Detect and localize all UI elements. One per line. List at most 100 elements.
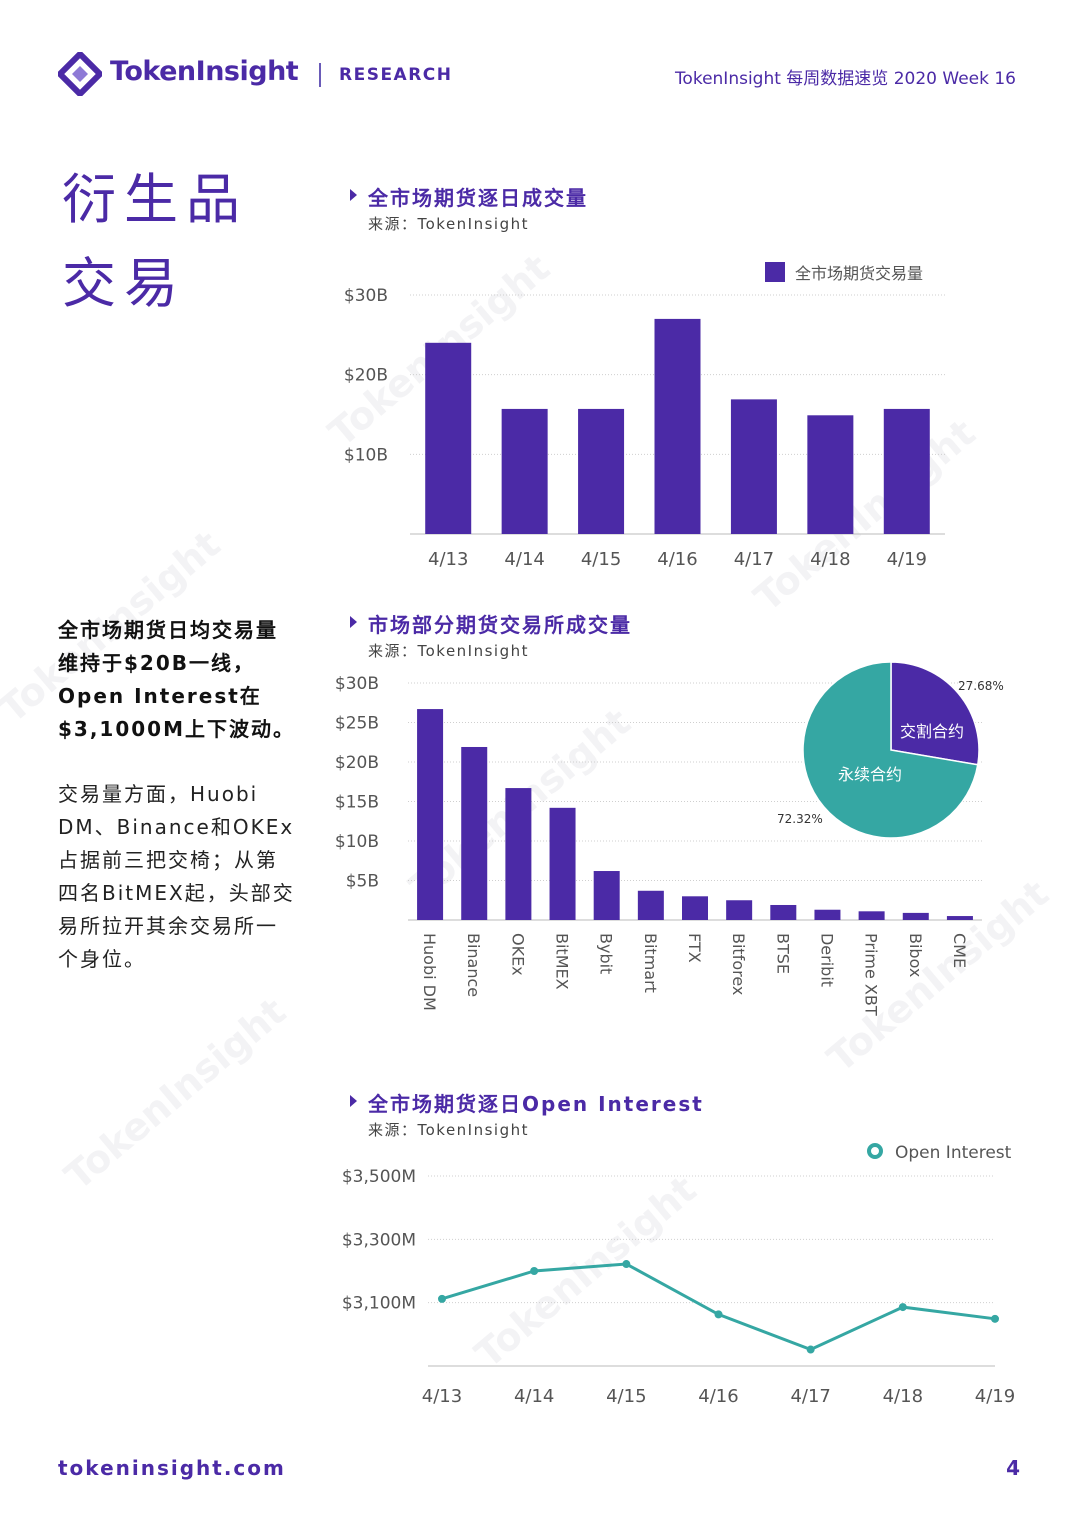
x-tick-label: BTSE <box>773 933 792 974</box>
y-tick-label: $15B <box>335 793 379 813</box>
x-tick-label: BitMEX <box>553 933 572 990</box>
bar-Bitmart <box>637 890 664 920</box>
x-tick-label: Bibox <box>906 933 925 977</box>
x-tick-label: Bitmart <box>641 933 660 993</box>
x-tick-label: Bybit <box>597 933 616 974</box>
y-tick-label: $20B <box>344 366 388 386</box>
x-tick-label: 4/13 <box>422 1386 462 1407</box>
exchange-volume-chart-title: 市场部分期货交易所成交量 <box>368 613 632 637</box>
pie-label-perpetual: 永续合约 <box>838 765 902 784</box>
header: TokenInsight RESEARCH TokenInsight 每周数据速… <box>58 52 1018 98</box>
bar-FTX <box>682 896 708 920</box>
x-tick-label: 4/19 <box>975 1386 1015 1407</box>
logo-divider <box>319 63 321 87</box>
y-tick-label: $25B <box>335 714 379 734</box>
daily-volume-chart-source: 来源：TokenInsight <box>368 215 530 233</box>
data-point-4/18 <box>898 1303 907 1312</box>
page-title: 衍生品 交易 <box>62 158 248 326</box>
x-tick-label: OKEx <box>508 933 527 976</box>
x-tick-label: 4/13 <box>428 549 468 570</box>
x-tick-label: 4/15 <box>606 1386 646 1407</box>
x-tick-label: 4/17 <box>734 549 774 570</box>
bar-CME <box>946 916 973 920</box>
page-number: 4 <box>1006 1456 1020 1480</box>
bar-4/15 <box>578 408 625 534</box>
exchange-volume-bar-chart: $5B $10B $15B $20B $25B $30B Huobi DM Binance OK… <box>335 674 982 1016</box>
pie-slice-1 <box>802 661 979 839</box>
bar-4/14 <box>501 408 548 534</box>
y-tick-label: $10B <box>344 445 388 465</box>
y-tick-label: $5B <box>346 872 379 892</box>
bar-Bibox <box>902 912 929 920</box>
footer-website-link[interactable]: tokeninsight.com <box>58 1456 286 1480</box>
x-tick-label: 4/17 <box>790 1386 830 1407</box>
header-report-title: TokenInsight 每周数据速览 2020 Week 16 <box>674 69 1016 89</box>
x-tick-label: Deribit <box>817 933 836 987</box>
bar-Prime-XBT <box>858 911 885 920</box>
data-point-4/14 <box>530 1267 539 1275</box>
x-tick-label: 4/15 <box>581 549 621 570</box>
x-tick-label: 4/19 <box>887 549 927 570</box>
x-tick-label: CME <box>950 933 969 968</box>
x-tick-label: 4/16 <box>698 1386 738 1407</box>
bar-Deribit <box>814 909 841 920</box>
bar-BTSE <box>770 904 797 920</box>
exchange-volume-chart-source: 来源：TokenInsight <box>368 642 530 660</box>
data-point-4/16 <box>714 1310 723 1319</box>
y-tick-label: $30B <box>344 286 388 306</box>
open-interest-series-line <box>441 1262 996 1352</box>
open-interest-line-chart: $3,100M $3,300M $3,500M 4/13 4/14 4/15 4/16 4/1… <box>342 1143 1015 1407</box>
data-point-4/19 <box>991 1314 999 1323</box>
bar-OKEx <box>505 788 532 920</box>
x-tick-label: 4/16 <box>657 549 697 570</box>
x-tick-label: FTX <box>685 933 704 963</box>
bar-Bybit <box>593 871 620 920</box>
x-tick-label: 4/14 <box>514 1386 554 1407</box>
y-tick-label: $10B <box>335 832 379 852</box>
x-tick-label: 4/18 <box>810 549 850 570</box>
summary-body: 交易量方面，Huobi DM、Binance和OKEx占据前三把交椅；从第四名B… <box>58 782 295 971</box>
bar-Huobi-DM <box>417 709 444 920</box>
legend-swatch <box>765 262 785 282</box>
data-point-4/15 <box>622 1260 631 1269</box>
open-interest-chart-source: 来源：TokenInsight <box>368 1121 530 1139</box>
pie-label-delivery: 交割合约 <box>900 722 964 741</box>
bar-4/16 <box>654 318 701 534</box>
chart-title-caret-icon <box>350 189 357 201</box>
legend-label: 全市场期货交易量 <box>795 264 923 283</box>
x-tick-label: Huobi DM <box>420 933 439 1011</box>
bar-4/17 <box>730 399 777 534</box>
chart-title-caret-icon <box>350 616 357 628</box>
pie-value-label: 27.68% <box>958 679 1004 693</box>
x-tick-label: Binance <box>464 933 483 997</box>
page-title-line2: 交易 <box>62 252 186 315</box>
research-label: RESEARCH <box>339 65 453 85</box>
pie-value-label: 72.32% <box>777 812 823 826</box>
x-tick-label: 4/18 <box>883 1386 923 1407</box>
y-tick-label: $20B <box>335 753 379 773</box>
x-tick-label: Bitforex <box>729 933 748 995</box>
daily-volume-bar-chart: $10B $20B $30B 4/13 4/14 4/15 4/16 4/17 4/18 4/19… <box>344 262 945 570</box>
summary-highlight: 全市场期货日均交易量维持于$20B一线，Open Interest在$3,100… <box>58 618 295 741</box>
data-point-4/13 <box>438 1294 446 1303</box>
x-tick-label: Prime XBT <box>862 933 881 1016</box>
watermark-text: TokenInsight <box>56 989 294 1198</box>
page-title-line1: 衍生品 <box>62 168 248 231</box>
bar-4/19 <box>883 408 930 534</box>
bar-BitMEX <box>549 807 576 920</box>
logo-text: TokenInsight <box>110 56 299 87</box>
y-tick-label: $3,100M <box>342 1294 416 1314</box>
y-tick-label: $30B <box>335 674 379 694</box>
bar-Binance <box>461 746 488 920</box>
data-point-4/17 <box>806 1345 815 1354</box>
daily-volume-chart-title: 全市场期货逐日成交量 <box>368 186 588 210</box>
bar-4/18 <box>807 415 854 534</box>
pie-slice-0 <box>890 661 980 766</box>
bar-Bitforex <box>726 900 753 920</box>
y-tick-label: $3,300M <box>342 1230 416 1250</box>
legend-label: Open Interest <box>895 1143 1012 1163</box>
bar-4/13 <box>425 342 472 534</box>
y-tick-label: $3,500M <box>342 1167 416 1187</box>
